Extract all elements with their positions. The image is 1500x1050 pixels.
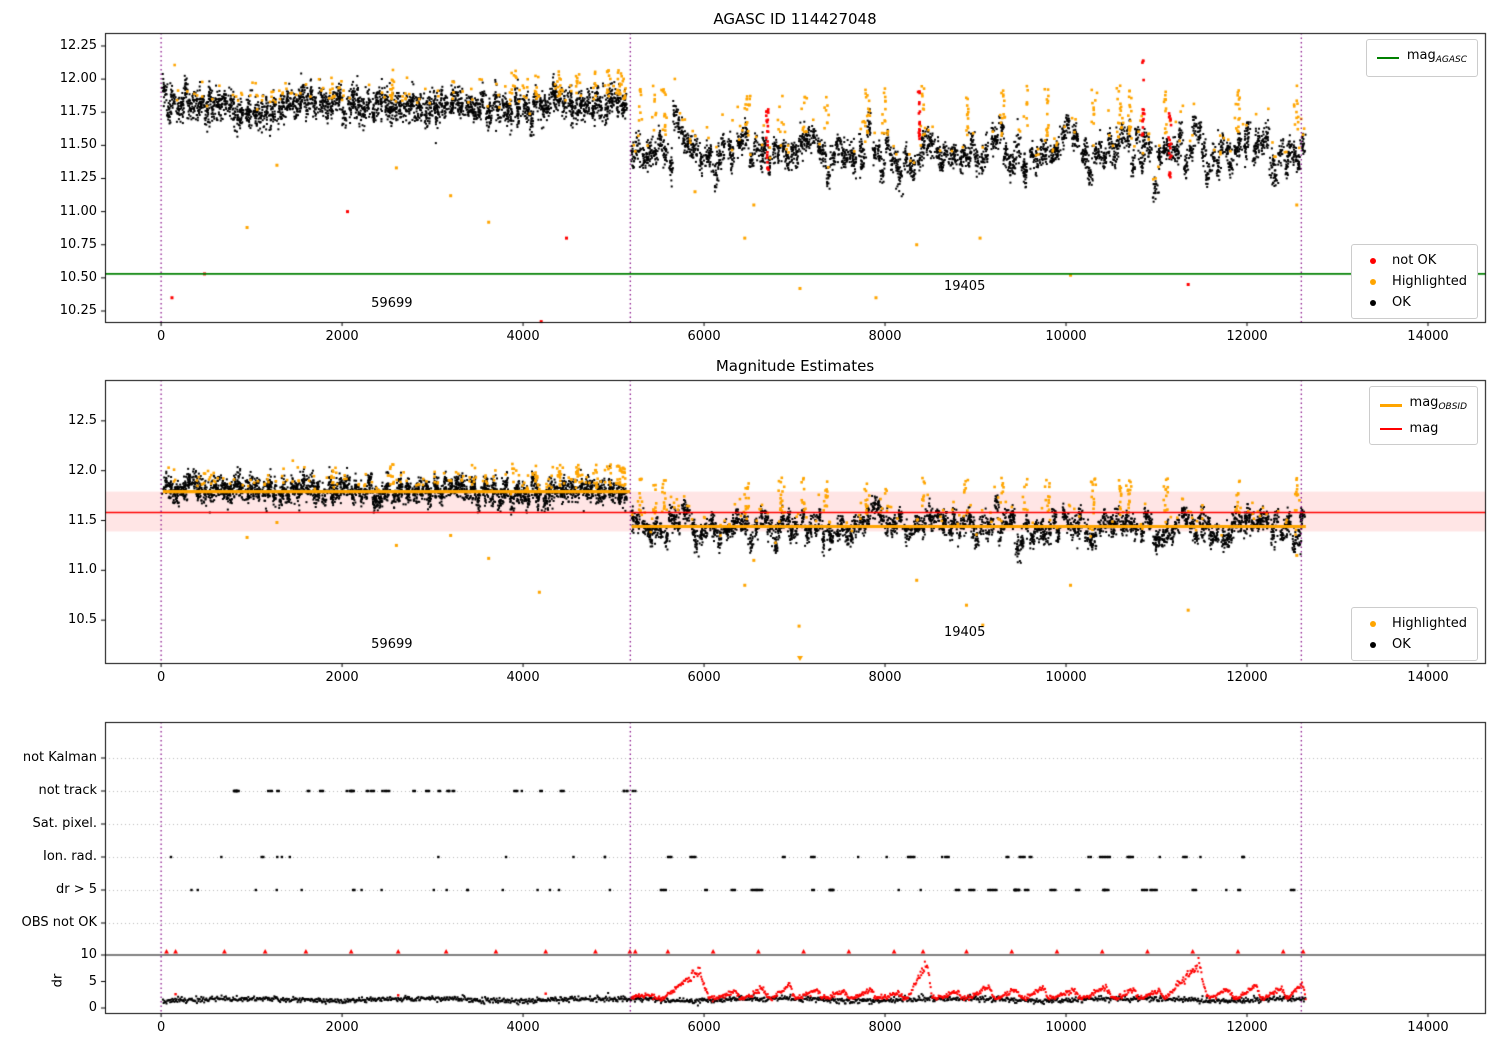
legend-entry: mag — [1379, 418, 1467, 439]
legend-marker-icon — [1370, 257, 1377, 264]
legend-marker-icon — [1370, 278, 1377, 285]
legend-entry: Highlighted — [1362, 613, 1467, 634]
legend-status-panel2: Highlighted OK — [1351, 607, 1478, 661]
x-tick-label: 10000 — [1045, 329, 1087, 344]
panel1-title: AGASC ID 114427048 — [713, 10, 877, 28]
legend-label: mag — [1409, 421, 1439, 436]
legend-entry: OK — [1362, 634, 1467, 655]
legend-swatch-icon — [1379, 403, 1402, 407]
legend-marker-icon — [1370, 620, 1377, 627]
dr-tick-label: 10 — [80, 947, 97, 962]
x-tick-label: 2000 — [325, 1020, 359, 1035]
y-tick-label: 12.00 — [59, 71, 97, 87]
legend-mag-agasc: magAGASC — [1365, 39, 1478, 77]
legend-entry: Highlighted — [1362, 271, 1467, 292]
x-tick-label: 8000 — [868, 1020, 902, 1035]
y-tick-label: 11.5 — [68, 512, 97, 528]
legend-swatch-icon — [1362, 620, 1384, 627]
flag-row-label: not Kalman — [22, 750, 97, 765]
x-tick-label: 12000 — [1226, 329, 1268, 344]
legend-label: not OK — [1392, 253, 1437, 268]
panel2-title: Magnitude Estimates — [715, 357, 875, 375]
legend-swatch-icon — [1362, 641, 1384, 648]
dr-tick-label: 5 — [88, 973, 97, 989]
legend-swatch-icon — [1362, 278, 1384, 285]
y-tick-label: 11.0 — [68, 562, 97, 578]
x-tick-label: 6000 — [687, 670, 721, 685]
flag-row-label: not track — [38, 783, 97, 798]
y-tick-label: 11.25 — [59, 170, 97, 186]
x-tick-label: 12000 — [1226, 1020, 1268, 1035]
legend-label: OK — [1392, 637, 1411, 652]
x-tick-label: 6000 — [687, 329, 721, 344]
flag-row-label: dr > 5 — [55, 882, 97, 897]
x-tick-label: 14000 — [1407, 1020, 1449, 1035]
x-tick-label: 14000 — [1407, 329, 1449, 344]
x-tick-label: 4000 — [506, 329, 540, 344]
legend-swatch-icon — [1362, 299, 1384, 306]
obsid-annotation: 19405 — [943, 279, 986, 295]
y-tick-label: 12.5 — [68, 412, 97, 428]
x-tick-label: 4000 — [506, 670, 540, 685]
obsid-annotation: 59699 — [371, 637, 413, 653]
y-tick-label: 10.50 — [59, 269, 97, 285]
legend-label: magOBSID — [1409, 395, 1467, 412]
legend-label: Highlighted — [1392, 616, 1467, 631]
legend-label: Highlighted — [1392, 274, 1467, 289]
y-tick-label: 11.50 — [59, 137, 97, 153]
legend-label: OK — [1392, 295, 1411, 310]
legend-mag-lines: magOBSID mag — [1368, 386, 1478, 445]
flag-row-label: Ion. rad. — [43, 849, 97, 864]
legend-entry: magAGASC — [1376, 45, 1467, 71]
x-tick-label: 12000 — [1226, 670, 1268, 685]
x-tick-label: 2000 — [325, 329, 359, 344]
legend-marker-icon — [1370, 299, 1377, 306]
x-tick-label: 0 — [156, 670, 166, 685]
x-tick-label: 10000 — [1045, 1020, 1087, 1035]
y-tick-label: 12.25 — [59, 37, 97, 53]
obsid-annotation: 59699 — [371, 295, 413, 311]
dr-tick-label: 0 — [88, 1000, 97, 1015]
x-tick-label: 0 — [156, 1020, 166, 1035]
legend-label-subscript: AGASC — [1435, 55, 1467, 65]
y-tick-label: 11.75 — [59, 104, 97, 120]
flag-row-label: OBS not OK — [21, 915, 98, 930]
x-tick-label: 14000 — [1407, 670, 1449, 685]
legend-entry: magOBSID — [1379, 392, 1467, 418]
y-tick-label: 10.5 — [68, 612, 97, 628]
flag-row-label: Sat. pixel. — [32, 816, 97, 831]
x-tick-label: 10000 — [1045, 670, 1087, 685]
legend-swatch-icon — [1376, 57, 1399, 59]
y-tick-label: 10.25 — [59, 303, 97, 318]
x-tick-label: 0 — [156, 329, 166, 344]
legend-entry: not OK — [1362, 250, 1467, 271]
dr-axis-label: dr — [50, 973, 66, 987]
x-tick-label: 6000 — [687, 1020, 721, 1035]
legend-label-subscript: OBSID — [1438, 402, 1467, 412]
x-tick-label: 8000 — [868, 329, 902, 344]
y-tick-label: 10.75 — [59, 236, 97, 252]
x-tick-label: 4000 — [506, 1020, 540, 1035]
y-tick-label: 12.0 — [68, 462, 97, 478]
legend-entry: OK — [1362, 292, 1467, 313]
legend-marker-icon — [1370, 641, 1377, 648]
x-tick-label: 2000 — [325, 670, 359, 685]
legend-swatch-icon — [1362, 257, 1384, 264]
y-tick-label: 11.00 — [59, 203, 97, 219]
legend-label: magAGASC — [1406, 48, 1467, 65]
legend-swatch-icon — [1379, 427, 1402, 430]
obsid-annotation: 19405 — [943, 625, 986, 641]
x-tick-label: 8000 — [868, 670, 902, 685]
legend-status-panel1: not OK Highlighted OK — [1351, 244, 1478, 319]
